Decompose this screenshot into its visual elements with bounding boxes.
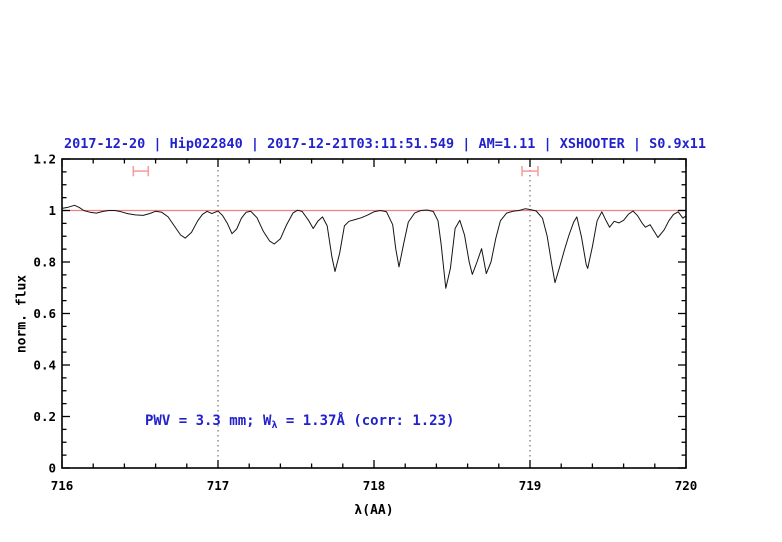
y-tick-label: 0.2 — [33, 409, 56, 424]
annotation-lambda-subscript: λ — [271, 420, 278, 431]
x-tick-label: 720 — [675, 478, 698, 493]
x-tick-label: 716 — [51, 478, 74, 493]
y-axis-label: norm. flux — [14, 274, 30, 354]
spectrum-line — [61, 204, 687, 289]
y-tick-label: 0.6 — [33, 306, 56, 321]
plot-title: 2017-12-20 | Hip022840 | 2017-12-21T03:1… — [63, 136, 707, 152]
x-axis-label: λ(AA) — [354, 503, 394, 518]
pwv-annotation: PWV = 3.3 mm; Wλ = 1.37Å (corr: 1.23) — [145, 413, 454, 431]
x-tick-label: 717 — [207, 478, 230, 493]
y-tick-label: 1.2 — [33, 152, 56, 167]
x-tick-label: 719 — [519, 478, 542, 493]
y-tick-label: 0.4 — [33, 358, 56, 373]
y-tick-label: 1 — [48, 203, 56, 218]
x-tick-label: 718 — [363, 478, 386, 493]
annotation-text-prefix: PWV = 3.3 mm; W — [145, 413, 272, 429]
y-tick-label: 0.8 — [33, 255, 56, 270]
y-tick-label: 0 — [48, 461, 56, 476]
annotation-text-suffix: = 1.37Å (corr: 1.23) — [277, 413, 455, 429]
